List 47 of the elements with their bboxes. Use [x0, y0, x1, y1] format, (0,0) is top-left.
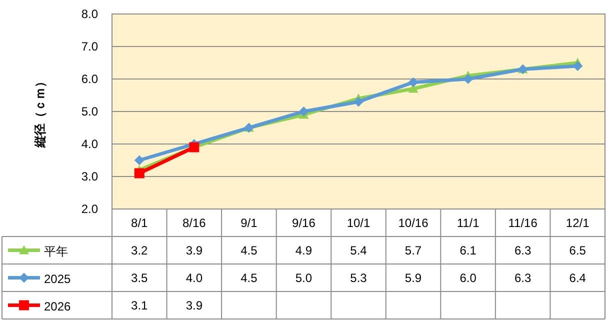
point — [134, 155, 144, 166]
x-tick-label: 10/16 — [398, 216, 429, 230]
point — [408, 77, 418, 88]
y-tick-label: 8.0 — [81, 7, 98, 21]
data-label: 4.0 — [186, 271, 203, 285]
x-tick-label: 8/16 — [182, 216, 206, 230]
data-label: 5.3 — [350, 271, 368, 285]
x-tick-label: 8/1 — [131, 216, 148, 230]
data-label: 6.3 — [514, 244, 532, 258]
data-label: 3.9 — [186, 244, 203, 258]
data-label: 5.9 — [404, 271, 422, 285]
y-tick-label: 4.0 — [81, 137, 98, 151]
y-axis-title: 縦径（ｃｍ） — [33, 76, 47, 148]
data-label: 6.4 — [569, 271, 586, 285]
data-label: 5.4 — [350, 244, 368, 258]
data-label: 4.5 — [240, 271, 258, 285]
data-label: 3.9 — [186, 298, 203, 312]
data-label: 5.0 — [295, 271, 312, 285]
point — [463, 74, 474, 84]
data-label: 4.9 — [295, 244, 312, 258]
data-label: 6.3 — [514, 271, 532, 285]
point — [134, 168, 144, 178]
x-tick-label: 9/1 — [240, 216, 258, 230]
point — [298, 106, 309, 116]
legend-label: 2025 — [44, 272, 72, 286]
data-label: 5.7 — [404, 244, 422, 258]
y-tick-label: 6.0 — [81, 72, 98, 86]
x-tick-label: 10/1 — [346, 216, 370, 230]
data-label: 3.5 — [131, 271, 148, 285]
data-label: 6.1 — [460, 244, 477, 258]
data-label: 4.5 — [240, 244, 258, 258]
legend-label: 2026 — [44, 299, 72, 314]
data-label: 6.0 — [460, 271, 477, 285]
data-label: 6.5 — [569, 244, 586, 258]
x-tick-label: 11/1 — [456, 216, 480, 230]
y-tick-label: 7.0 — [81, 40, 98, 54]
x-tick-label: 11/16 — [508, 216, 538, 230]
x-tick-label: 12/1 — [566, 216, 590, 230]
point — [572, 61, 583, 71]
legend-label: 平年 — [44, 244, 68, 258]
data-label: 3.2 — [131, 244, 148, 258]
point — [354, 96, 364, 107]
data-label: 3.1 — [131, 298, 148, 312]
y-tick-label: 2.0 — [81, 202, 98, 216]
x-tick-label: 9/16 — [292, 216, 316, 230]
y-tick-label: 3.0 — [81, 170, 98, 184]
y-tick-label: 5.0 — [81, 104, 98, 118]
